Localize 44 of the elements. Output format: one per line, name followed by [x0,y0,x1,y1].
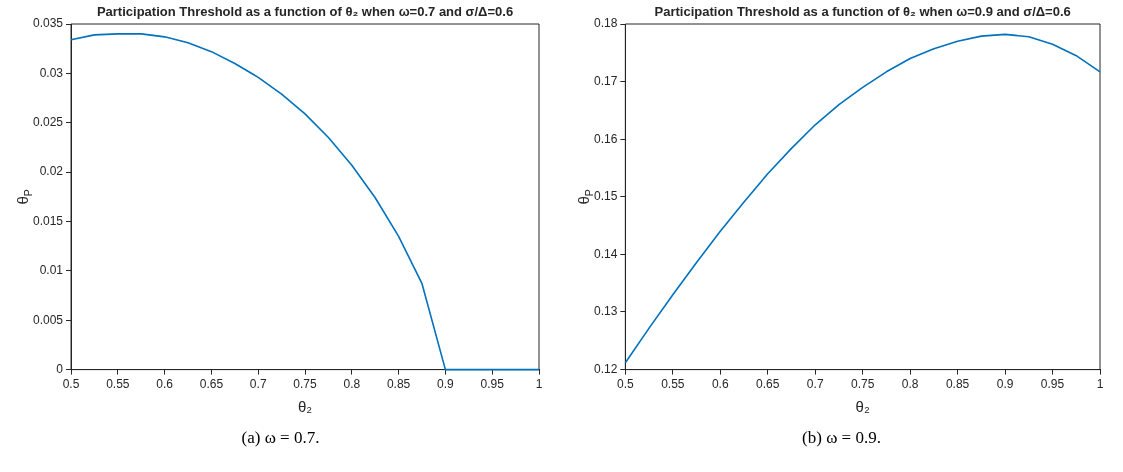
x-tick-label: 0.5 [617,377,635,392]
chart-title: Participation Threshold as a function of θ₂ when ω=0.9 and σ/Δ=0.6 [654,3,1071,19]
y-tick-label: 0.17 [594,73,618,88]
x-tick-label: 0.9 [996,377,1014,392]
text: (b) ω = 0.9. [801,428,882,448]
chart-title: Participation Threshold as a function of θ₂ when ω=0.7 and σ/Δ=0.6 [96,3,514,19]
x-tick-label: 0.75 [851,377,875,392]
x-tick-label: 0.7 [249,377,267,392]
x-axis-title: θ₂ [855,397,870,415]
x-tick-label: 0.6 [711,377,729,392]
x-tick-label: 0.95 [480,377,505,392]
x-tick-label: 1 [1096,377,1104,392]
y-tick-label: 0.15 [594,189,618,204]
y-axis-title: θP [14,189,35,205]
y-tick-label: 0.16 [594,131,618,146]
y-tick-label: 0.13 [594,304,618,319]
y-tick-label: 0.03 [39,65,64,80]
y-tick-label: 0.005 [33,312,64,327]
y-tick-label: 0.015 [33,213,64,228]
y-tick-label: 0.025 [33,115,64,130]
y-tick-label: 0.14 [594,246,618,261]
x-tick-label: 0.8 [901,377,919,392]
x-tick-label: 0.5 [62,377,80,392]
x-tick-label: 0.75 [293,377,318,392]
x-tick-label: 0.85 [945,377,970,392]
y-tick-label: 0.035 [33,16,64,31]
y-tick-label: 0 [56,361,64,376]
y-tick-label: 0.18 [594,16,618,31]
x-tick-label: 0.55 [661,377,685,392]
x-tick-label: 1 [535,377,543,392]
x-tick-label: 0.9 [437,377,455,392]
x-tick-label: 0.6 [156,377,174,392]
x-tick-label: 0.95 [1040,377,1065,392]
text: (a) ω = 0.7. [240,428,321,448]
x-tick-label: 0.65 [756,377,780,392]
x-tick-label: 0.65 [199,377,224,392]
y-tick-label: 0.02 [39,164,64,179]
x-tick-label: 0.55 [106,377,130,392]
x-axis-title: θ₂ [297,397,313,415]
x-tick-label: 0.7 [806,377,824,392]
y-tick-label: 0.12 [594,361,618,376]
x-tick-label: 0.85 [386,377,411,392]
x-tick-label: 0.8 [343,377,361,392]
y-tick-label: 0.01 [39,263,64,278]
